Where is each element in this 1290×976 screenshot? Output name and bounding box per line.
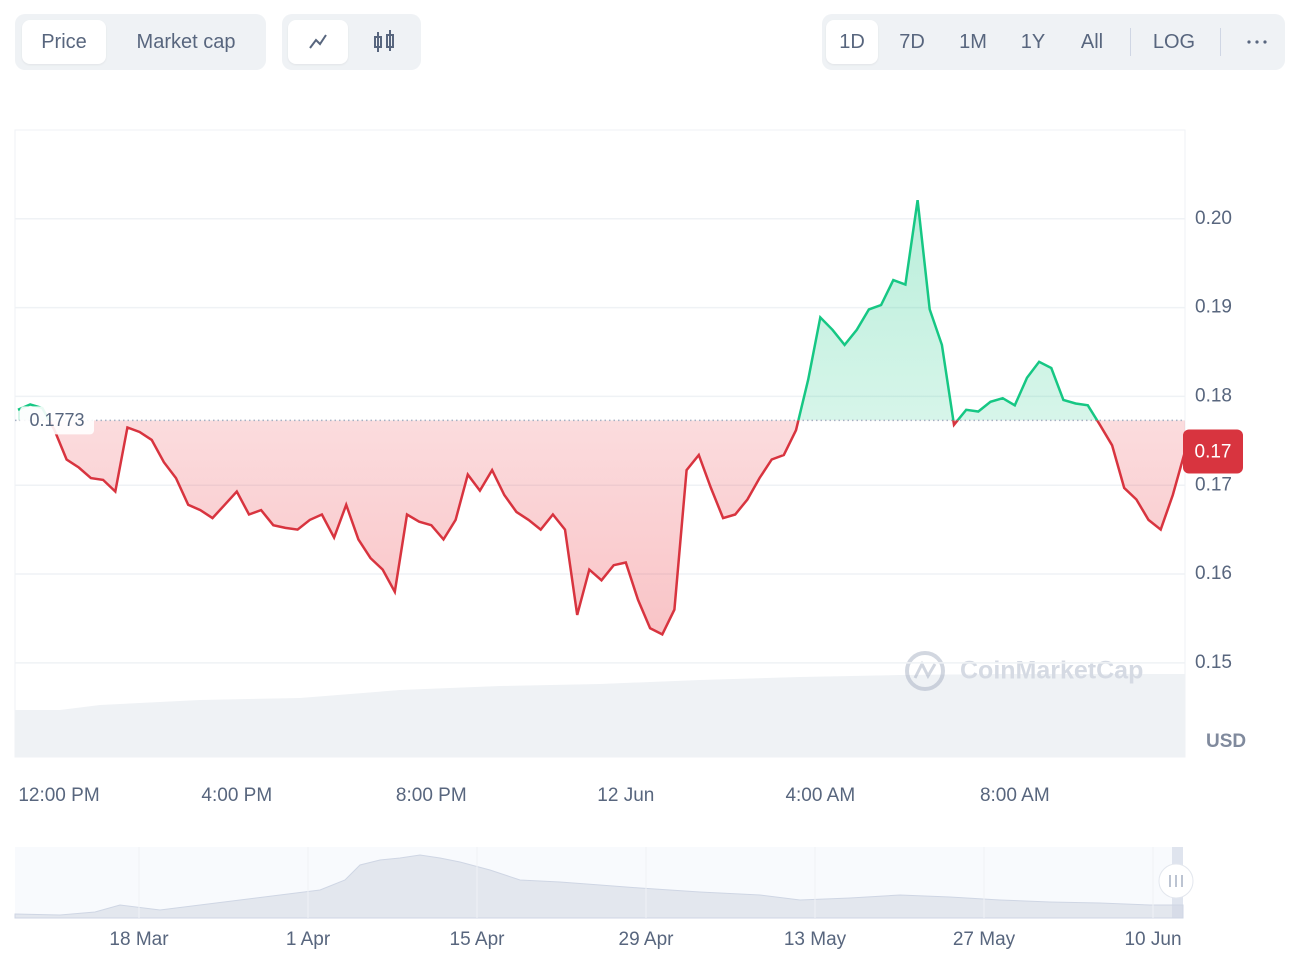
navigator-label: 10 Jun: [1124, 929, 1181, 950]
area-down: [49, 420, 1185, 635]
navigator-label: 29 Apr: [619, 929, 675, 950]
navigator-label: 15 Apr: [450, 929, 506, 950]
watermark: CoinMarketCap: [960, 657, 1143, 685]
x-tick-label: 12:00 PM: [18, 785, 99, 806]
y-tick-label: 0.16: [1195, 563, 1232, 584]
line-icon[interactable]: [288, 20, 348, 64]
range-tabs: 1D 7D 1M 1Y All LOG: [822, 14, 1285, 70]
range-7d[interactable]: 7D: [899, 31, 925, 53]
navigator-label: 1 Apr: [286, 929, 331, 950]
volume-area: [15, 674, 1185, 757]
log-toggle[interactable]: LOG: [1152, 31, 1196, 53]
range-1d[interactable]: 1D: [826, 20, 878, 64]
unit-label: USD: [1206, 731, 1246, 752]
y-tick-label: 0.19: [1195, 297, 1232, 318]
separator: [1220, 28, 1221, 56]
x-tick-label: 4:00 PM: [201, 785, 272, 806]
x-tick-label: 4:00 AM: [785, 785, 855, 806]
x-tick-label: 8:00 PM: [396, 785, 467, 806]
range-1m[interactable]: 1M: [959, 31, 987, 53]
navigator-label: 18 Mar: [109, 929, 169, 950]
x-tick-label: 12 Jun: [597, 785, 654, 806]
y-tick-label: 0.17: [1195, 474, 1232, 495]
area-up: [18, 200, 1185, 421]
range-all[interactable]: All: [1080, 31, 1104, 53]
x-tick-label: 8:00 AM: [980, 785, 1050, 806]
price-line-up: [17, 200, 1099, 421]
y-tick-label: 0.18: [1195, 385, 1232, 406]
watermark-logo: [905, 651, 945, 691]
navigator-area: [14, 854, 1184, 919]
current-label: 0.17: [1195, 442, 1232, 463]
range-1y[interactable]: 1Y: [1020, 31, 1046, 53]
reference-label: 0.1773: [29, 410, 84, 430]
navigator-label: 27 May: [953, 929, 1016, 950]
navigator-label: 13 May: [784, 929, 847, 950]
tab-price[interactable]: Price: [22, 20, 106, 64]
tab-market-cap[interactable]: Market cap: [136, 31, 236, 53]
y-tick-label: 0.20: [1195, 208, 1232, 229]
separator: [1130, 28, 1131, 56]
current-badge: [1183, 429, 1243, 474]
chart-type: [282, 14, 421, 70]
reference-badge: [20, 406, 94, 435]
y-tick-label: 0.15: [1195, 652, 1232, 673]
candle-icon[interactable]: [354, 20, 414, 64]
more-menu[interactable]: [1234, 20, 1280, 64]
price-line-down: [47, 420, 1187, 637]
metric-tabs: Price Market cap: [15, 14, 266, 70]
